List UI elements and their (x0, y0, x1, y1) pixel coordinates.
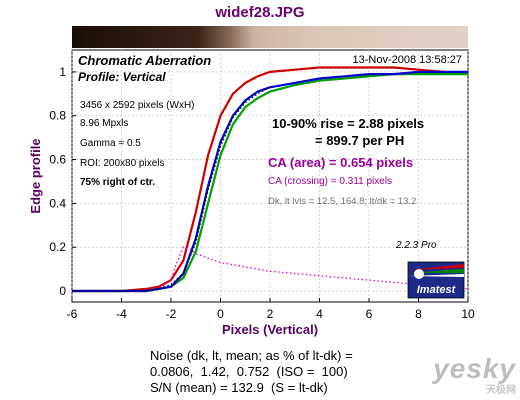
info-line-2: 8.96 Mpxls (80, 118, 128, 129)
x-tick-label: 2 (267, 307, 274, 321)
info-line-3: Gamma = 0.5 (80, 138, 141, 149)
info-line-4: ROI: 200x80 pixels (80, 158, 165, 169)
watermark: yesky 天极网 (433, 353, 516, 396)
logo-circle (414, 269, 424, 279)
edge-gradient-fill (72, 26, 468, 48)
noise-summary: Noise (dk, lt, mean; as % of lt-dk) = 0.… (150, 348, 353, 396)
y-tick-label: 1 (59, 65, 66, 79)
watermark-brand: yesky (433, 353, 516, 384)
x-tick-label: 4 (316, 307, 323, 321)
series-blue (72, 70, 468, 293)
x-tick-label: 0 (217, 307, 224, 321)
file-title: widef28.JPG (215, 4, 305, 21)
noise-line-1: Noise (dk, lt, mean; as % of lt-dk) = (150, 348, 353, 363)
logo-red-stripe (408, 264, 464, 270)
chart-subtitle: Profile: Vertical (78, 70, 166, 84)
timestamp: 13-Nov-2008 13:58:27 (353, 54, 462, 66)
y-tick-label: 0.6 (49, 153, 66, 167)
logo-text: Imatest (417, 284, 457, 296)
y-tick-label: 0 (59, 284, 66, 298)
chart-title: Chromatic Aberration (78, 53, 211, 68)
info-line-5: 75% right of ctr. (80, 177, 155, 188)
y-tick-label: 0.8 (49, 109, 66, 123)
x-tick-label: 10 (461, 307, 475, 321)
ca-area-text: CA (area) = 0.654 pixels (268, 155, 413, 170)
y-tick-label: 0.2 (49, 240, 66, 254)
per-ph-text: = 899.7 per PH (315, 133, 404, 148)
x-axis-label: Pixels (Vertical) (222, 322, 318, 337)
version-text: 2.2.3 Pro (395, 240, 437, 251)
levels-text: Dk, lt lvls = 12.5, 164.8; lt/dk = 13.2 (268, 196, 416, 207)
rise-text: 10-90% rise = 2.88 pixels (272, 116, 424, 131)
watermark-sub: 天极网 (486, 385, 516, 396)
noise-line-3: S/N (mean) = 132.9 (S = lt-dk) (150, 380, 328, 395)
noise-line-2: 0.0806, 1.42, 0.752 (ISO = 100) (150, 364, 348, 379)
x-tick-label: -2 (166, 307, 177, 321)
info-line-1: 3456 x 2592 pixels (WxH) (80, 100, 195, 111)
y-tick-label: 0.4 (49, 196, 66, 210)
edge-gradient-strip (72, 26, 468, 48)
x-tick-label: 8 (415, 307, 422, 321)
x-tick-label: -4 (116, 307, 127, 321)
ca-crossing-text: CA (crossing) = 0.311 pixels (268, 176, 392, 187)
series-red (72, 66, 469, 293)
series-magenta (72, 246, 469, 292)
x-tick-label: 6 (366, 307, 373, 321)
x-tick-label: -6 (67, 307, 78, 321)
y-axis-label: Edge profile (28, 138, 43, 213)
